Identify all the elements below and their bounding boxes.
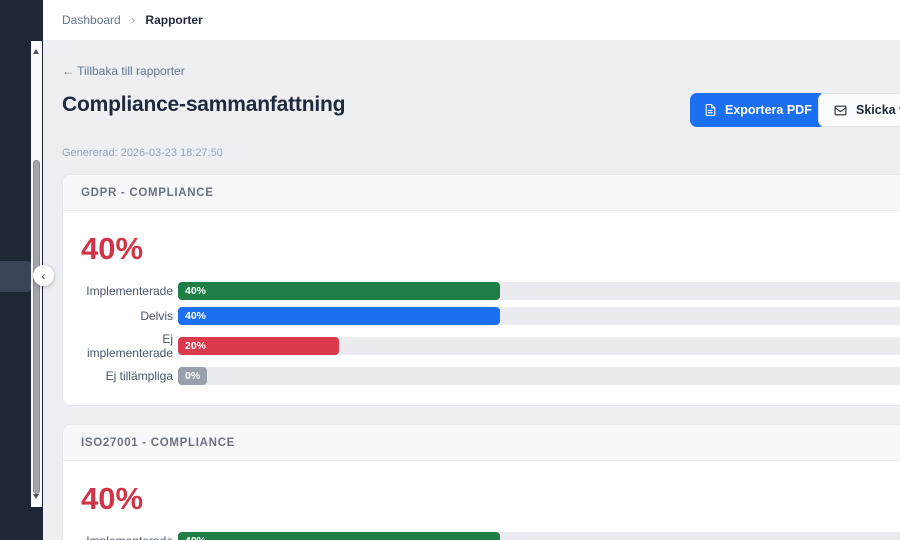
bar-track: 20% — [178, 337, 900, 355]
bar-value-label: 40% — [185, 310, 207, 322]
scroll-down-icon[interactable] — [33, 494, 39, 499]
bar-category-label: Ej implementerade — [86, 332, 173, 360]
bar-category-label: Implementerade — [81, 534, 178, 540]
title-row: Compliance-sammanfattning Exportera PDF — [62, 93, 900, 128]
bar-chart: Implementerade 40% Delvis 40% — [81, 282, 900, 385]
file-text-icon — [704, 103, 717, 117]
card-body: 40% Implementerade 40% Delvis — [63, 211, 900, 405]
bar-fill: 0% — [178, 367, 208, 385]
export-pdf-button[interactable]: Exportera PDF — [690, 93, 826, 127]
topbar: Dashboard › Rapporter — [43, 0, 900, 40]
export-pdf-label: Exportera PDF — [725, 103, 812, 117]
bar-fill: 40% — [178, 532, 500, 540]
card-body: 40% Implementerade 40% — [63, 461, 900, 540]
bar-category-label: Delvis — [140, 309, 173, 323]
sidebar-collapse-button[interactable]: ‹ — [33, 265, 54, 286]
page-title: Compliance-sammanfattning — [62, 93, 346, 116]
gdpr-compliance-card: GDPR - COMPLIANCE 40% Implementerade 40%… — [62, 174, 900, 406]
bar-category-label: Ej tillämpliga — [105, 369, 173, 383]
main-area: Dashboard › Rapporter ← Tillbaka till ra… — [43, 0, 900, 540]
scroll-up-icon[interactable] — [33, 49, 39, 54]
bar-track: 40% — [178, 532, 900, 540]
bar-chart: Implementerade 40% — [81, 532, 900, 540]
bar-category-label: Implementerade — [86, 284, 173, 298]
bar-fill: 40% — [178, 282, 500, 300]
bar-row-implementerade: Implementerade 40% — [81, 532, 900, 540]
card-title: ISO27001 - COMPLIANCE — [63, 425, 900, 461]
envelope-icon — [833, 104, 848, 117]
breadcrumb-dashboard[interactable]: Dashboard — [62, 13, 121, 27]
compliance-score: 40% — [81, 481, 144, 516]
bar-value-label: 40% — [185, 285, 207, 297]
bar-track: 40% — [178, 282, 900, 300]
bar-row-ej-tillampliga: Ej tillämpliga 0% — [81, 367, 900, 385]
back-to-reports-link[interactable]: ← Tillbaka till rapporter — [62, 64, 185, 78]
send-email-button[interactable]: Skicka via e-post — [818, 93, 900, 127]
iso27001-compliance-card: ISO27001 - COMPLIANCE 40% Implementerade… — [62, 424, 900, 540]
bar-fill: 40% — [178, 307, 500, 325]
bar-row-delvis: Delvis 40% — [81, 307, 900, 325]
send-email-label: Skicka via e-post — [856, 103, 900, 117]
scrollbar-thumb[interactable] — [33, 160, 40, 494]
bar-fill: 20% — [178, 337, 339, 355]
breadcrumb-separator-icon: › — [131, 13, 136, 27]
sidebar-item-active[interactable] — [0, 261, 31, 292]
chevron-left-icon: ‹ — [41, 268, 46, 283]
bar-row-implementerade: Implementerade 40% — [81, 282, 900, 300]
bar-track: 40% — [178, 307, 900, 325]
breadcrumb: Dashboard › Rapporter — [62, 13, 203, 27]
bar-value-label: 40% — [178, 535, 213, 540]
compliance-score: 40% — [81, 231, 144, 266]
bar-row-ej-implementerade: Ej implementerade 20% — [81, 332, 900, 360]
card-title: GDPR - COMPLIANCE — [63, 175, 900, 211]
bar-value-label: 20% — [185, 340, 207, 352]
breadcrumb-rapporter: Rapporter — [145, 13, 203, 27]
bar-value-label: 0% — [185, 370, 201, 382]
bar-track: 0% — [178, 367, 900, 385]
generated-timestamp: Genererad: 2026-03-23 18:27:50 — [62, 147, 223, 159]
report-content: ← Tillbaka till rapporter Compliance-sam… — [43, 40, 900, 540]
